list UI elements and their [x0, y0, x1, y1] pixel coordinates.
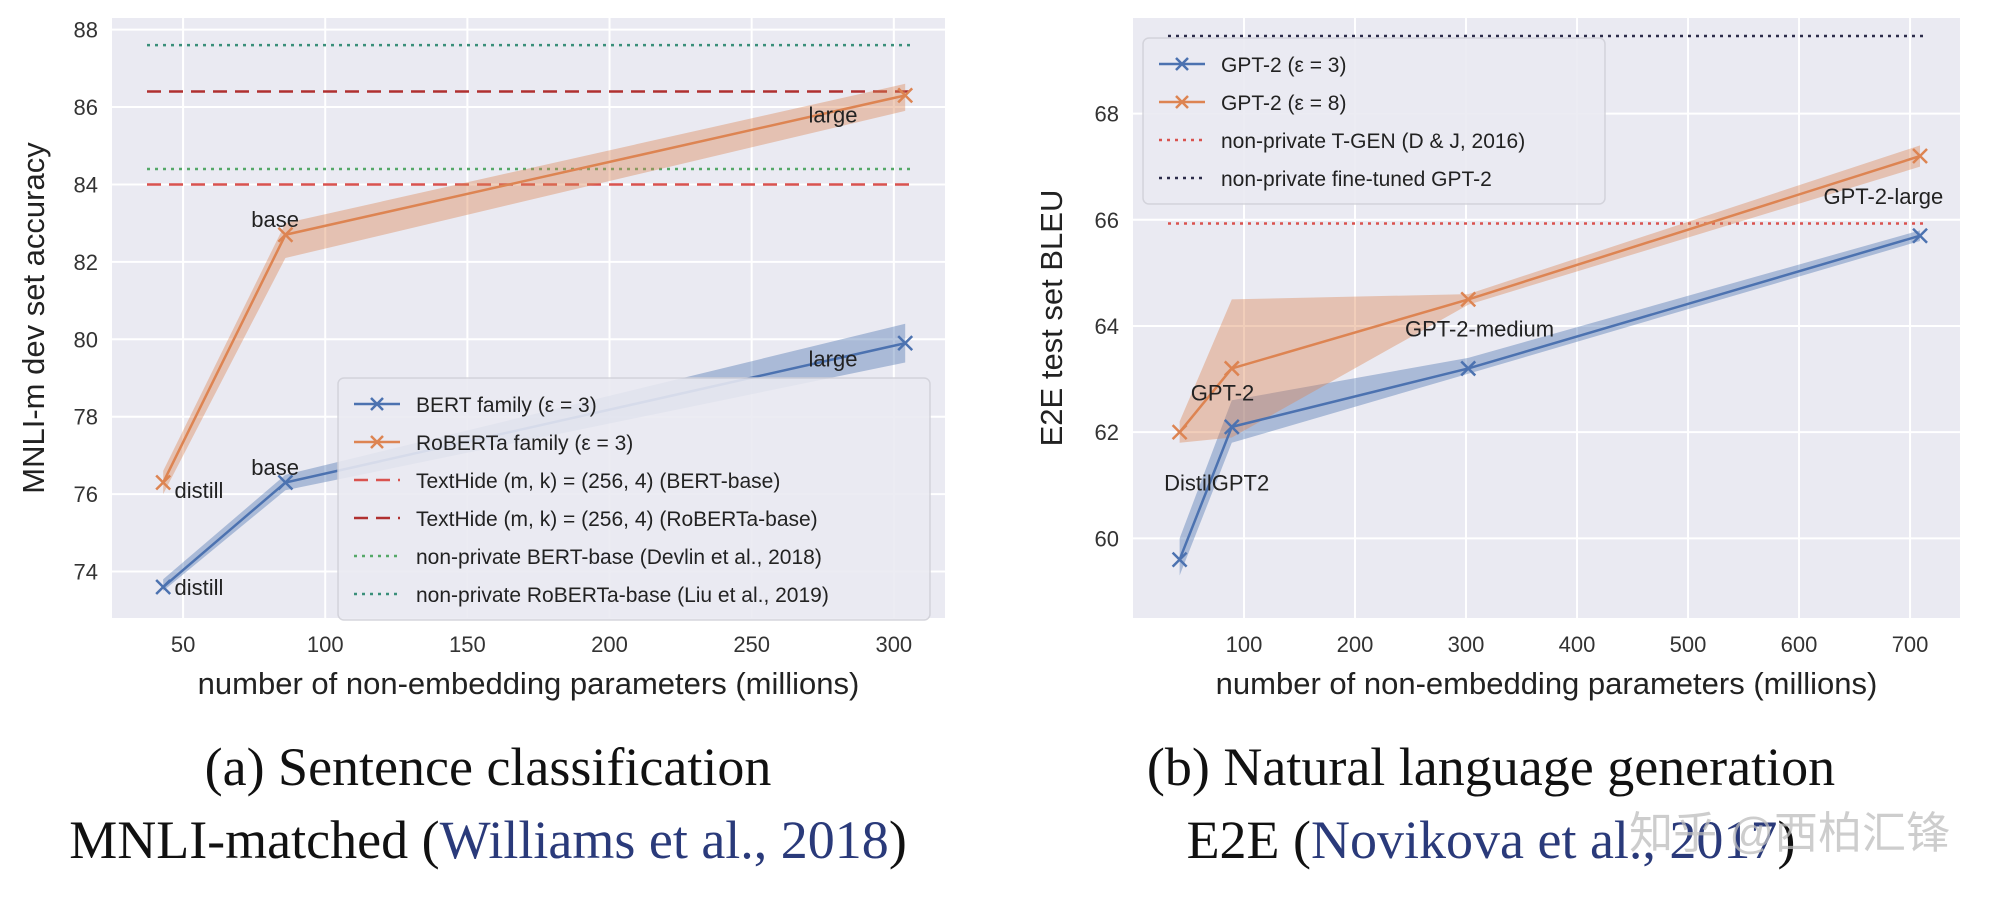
legend-marker — [370, 397, 384, 411]
legend-entry: non-private T-GEN (D & J, 2016) — [1221, 130, 1525, 153]
legend-entry: RoBERTa family (ε = 3) — [416, 432, 633, 455]
y-tick-label: 60 — [1095, 526, 1119, 551]
data-point — [1460, 360, 1477, 377]
point-annotation: DistilGPT2 — [1164, 471, 1269, 496]
legend-entry: TextHide (m, k) = (256, 4) (BERT-base) — [416, 470, 780, 493]
point-annotation: GPT-2 — [1191, 380, 1255, 405]
data-point — [1912, 148, 1928, 164]
y-axis-label: E2E test set BLEU — [1034, 190, 1069, 447]
y-tick-label: 62 — [1095, 420, 1119, 445]
legend-entry: non-private fine-tuned GPT-2 — [1221, 168, 1492, 191]
data-point — [1460, 291, 1477, 308]
legend-marker — [1175, 95, 1189, 109]
legend-box — [337, 377, 931, 621]
legend-marker — [1175, 57, 1189, 71]
caption-b-line2: E2E (Novikova et al., 2017) — [1187, 810, 1796, 870]
legend-entry: BERT family (ε = 3) — [416, 394, 597, 417]
x-tick-label: 600 — [1781, 632, 1818, 657]
x-tick-label: 200 — [591, 632, 628, 657]
y-tick-label: 86 — [74, 95, 98, 120]
x-tick-label: 300 — [1448, 632, 1485, 657]
caption-b-citation[interactable]: Novikova et al., 2017 — [1311, 810, 1777, 870]
point-annotation: distill — [175, 575, 224, 600]
x-axis-label: number of non-embedding parameters (mill… — [1216, 666, 1878, 701]
x-tick-label: 250 — [733, 632, 770, 657]
point-annotation: base — [251, 207, 299, 232]
caption-b-prefix: E2E ( — [1187, 810, 1311, 870]
x-tick-label: 100 — [1226, 632, 1263, 657]
y-axis-label: MNLI-m dev set accuracy — [16, 142, 51, 494]
legend-entry: GPT-2 (ε = 8) — [1221, 92, 1346, 115]
confidence-band — [163, 83, 906, 495]
caption-a-citation[interactable]: Williams et al., 2018 — [440, 810, 889, 870]
data-point — [277, 226, 294, 243]
x-tick-label: 300 — [875, 632, 912, 657]
legend: BERT family (ε = 3) RoBERTa family (ε = 3… — [337, 377, 931, 621]
caption-b: (b) Natural language generation E2E (Nov… — [1147, 737, 1835, 870]
point-annotation: large — [809, 346, 858, 371]
panel-a-chart: 50 100 150 200 250 300 74 76 78 80 82 84 86 88 distill… — [16, 18, 945, 701]
caption-a: (a) Sentence classification MNLI-matched… — [69, 737, 907, 870]
data-point — [1223, 360, 1240, 377]
y-tick-label: 64 — [1095, 314, 1119, 339]
data-point — [897, 87, 914, 104]
y-tick-label: 66 — [1095, 208, 1119, 233]
x-tick-label: 500 — [1670, 632, 1707, 657]
x-tick-label: 400 — [1559, 632, 1596, 657]
data-point — [1171, 424, 1188, 441]
legend-entry: non-private BERT-base (Devlin et al., 20… — [416, 546, 822, 569]
point-annotation: distill — [175, 478, 224, 503]
x-tick-label: 700 — [1892, 632, 1929, 657]
x-tick-label: 100 — [307, 632, 344, 657]
x-axis-label: number of non-embedding parameters (mill… — [198, 666, 860, 701]
legend: GPT-2 (ε = 3) GPT-2 (ε = 8) non-private T-… — [1142, 37, 1606, 205]
panel-b-chart: 100 200 300 400 500 600 700 60 62 64 66 68 GPT-2 Dist… — [1034, 18, 1960, 701]
point-annotation: GPT-2-medium — [1405, 317, 1554, 342]
point-annotation: GPT-2-large — [1823, 184, 1943, 209]
x-tick-label: 150 — [449, 632, 486, 657]
data-point — [1171, 551, 1188, 568]
series-line — [1178, 234, 1921, 561]
caption-a-line2: MNLI-matched (Williams et al., 2018) — [69, 810, 907, 870]
y-tick-label: 88 — [74, 18, 98, 43]
data-point — [155, 474, 172, 491]
watermark: 知乎 @西柏汇锋 — [1629, 809, 1950, 858]
legend-box — [1142, 37, 1606, 205]
series-line — [1178, 154, 1921, 433]
x-tick-label: 200 — [1337, 632, 1374, 657]
data-point — [155, 579, 172, 595]
y-tick-label: 80 — [74, 327, 98, 352]
data-point — [1223, 418, 1240, 435]
legend-marker — [370, 435, 384, 449]
caption-a-prefix: MNLI-matched ( — [69, 810, 439, 870]
y-tick-label: 84 — [74, 172, 98, 197]
confidence-band — [1179, 145, 1921, 443]
legend-entry: TextHide (m, k) = (256, 4) (RoBERTa-base… — [416, 508, 818, 531]
y-tick-label: 68 — [1095, 102, 1119, 127]
caption-a-suffix: ) — [889, 810, 907, 870]
y-tick-label: 82 — [74, 250, 98, 275]
legend-entry: non-private RoBERTa-base (Liu et al., 20… — [416, 584, 829, 607]
y-tick-label: 74 — [74, 560, 98, 585]
y-tick-label: 76 — [74, 482, 98, 507]
x-tick-label: 50 — [171, 632, 195, 657]
point-annotation: base — [251, 455, 299, 480]
data-point — [1912, 227, 1928, 244]
data-point — [897, 335, 914, 352]
caption-a-line1: (a) Sentence classification — [205, 737, 772, 797]
legend-entry: GPT-2 (ε = 3) — [1221, 54, 1346, 77]
caption-b-suffix: ) — [1777, 810, 1795, 870]
point-annotation: large — [809, 103, 858, 128]
data-point — [277, 474, 294, 491]
caption-b-line1: (b) Natural language generation — [1147, 737, 1835, 797]
y-tick-label: 78 — [74, 405, 98, 430]
